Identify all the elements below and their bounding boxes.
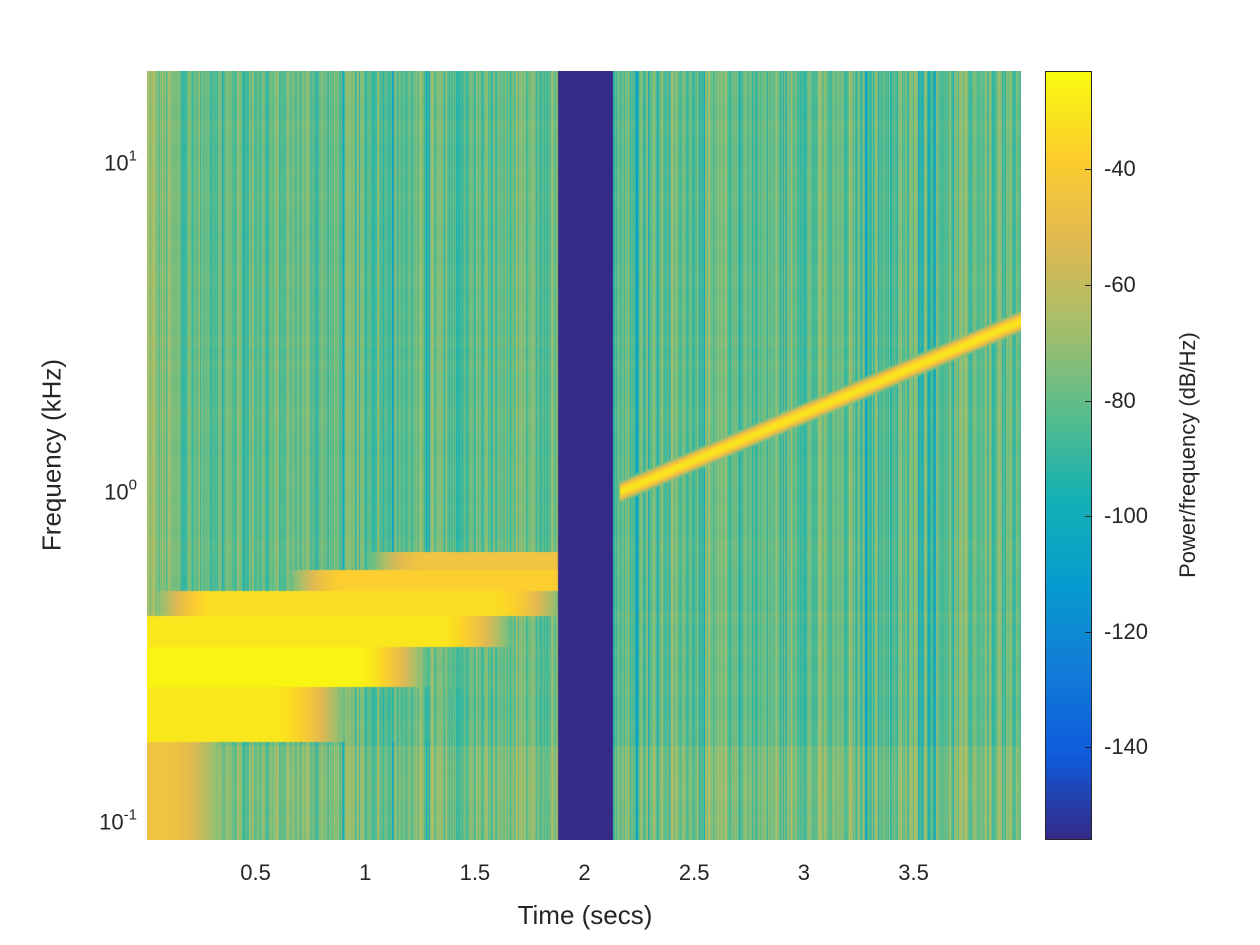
spectrogram-image	[147, 71, 1021, 840]
y-tick-exponent: 0	[128, 476, 137, 494]
colorbar-tick-mark	[1085, 516, 1092, 518]
colorbar-tick-mark	[1085, 400, 1092, 402]
colorbar-label: Power/frequency (dB/Hz)	[1175, 332, 1200, 578]
y-tick-base: 10	[104, 479, 129, 505]
x-axis-label: Time (secs)	[517, 900, 653, 930]
colorbar	[1045, 71, 1092, 840]
x-tick-label: 1	[359, 860, 372, 885]
x-tick-label: 3.5	[898, 860, 929, 885]
x-tick-label: 3	[797, 860, 810, 885]
colorbar-tick-mark	[1085, 747, 1092, 749]
colorbar-tick-label: -40	[1104, 156, 1136, 182]
y-tick-label: 10-1	[99, 806, 137, 835]
y-tick-base: 10	[104, 150, 129, 176]
colorbar-tick-mark	[1085, 631, 1092, 633]
colorbar-tick-mark	[1085, 169, 1092, 171]
x-tick-label: 1.5	[459, 860, 491, 885]
x-tick-label: 0.5	[240, 860, 271, 885]
y-tick-exponent: -1	[123, 806, 137, 824]
y-tick-exponent: 1	[128, 147, 137, 165]
colorbar-tick-label: -80	[1104, 387, 1136, 413]
colorbar-tick-label: -120	[1104, 618, 1149, 644]
x-tick-label: 2.5	[678, 860, 710, 885]
x-tick-label: 2	[578, 860, 591, 885]
colorbar-tick-label: -100	[1104, 503, 1149, 529]
y-axis-label: Frequency (kHz)	[36, 358, 67, 552]
y-tick-label: 101	[104, 147, 137, 176]
y-tick-base: 10	[99, 809, 124, 835]
y-tick-label: 100	[104, 476, 137, 506]
colorbar-tick-label: -140	[1104, 734, 1149, 760]
colorbar-tick-label: -60	[1104, 271, 1136, 297]
colorbar-tick-mark	[1085, 284, 1092, 286]
